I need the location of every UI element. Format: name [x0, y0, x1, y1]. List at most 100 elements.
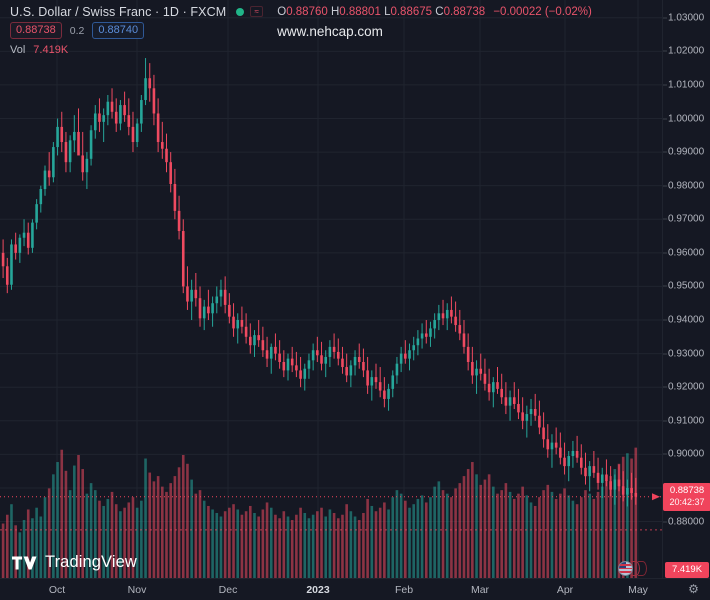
- volume-bar: [56, 462, 59, 578]
- volume-value-badge[interactable]: 7.419K: [665, 562, 709, 578]
- price-tick-label: 1.02000: [668, 45, 705, 57]
- volume-bar: [542, 490, 545, 578]
- chart-plot-area[interactable]: [0, 0, 662, 578]
- candle-body: [265, 350, 269, 359]
- volume-bar: [144, 458, 147, 578]
- candle-body: [554, 442, 558, 448]
- volume-bar: [219, 516, 223, 578]
- price-tick-dash: [663, 185, 667, 187]
- us-flag-icon[interactable]: [618, 560, 654, 577]
- candle-body: [194, 289, 198, 299]
- time-axis[interactable]: ⚙ Oct Nov Dec 2023 Feb Mar Apr May: [0, 578, 710, 600]
- candle-body: [546, 439, 550, 450]
- gear-icon[interactable]: ⚙: [688, 582, 699, 596]
- candle-body: [93, 113, 97, 131]
- price-tick-label: 0.93000: [668, 348, 705, 360]
- volume-bar: [370, 505, 374, 578]
- volume-bar: [366, 498, 369, 578]
- time-tick-label: Mar: [470, 584, 490, 596]
- candle-body: [286, 358, 290, 371]
- volume-bar: [123, 507, 126, 578]
- volume-bar: [621, 456, 625, 578]
- volume-bar: [496, 493, 499, 578]
- candle-body: [387, 388, 390, 399]
- volume-bar: [43, 497, 47, 578]
- volume-bar: [248, 505, 252, 578]
- candle-body: [240, 320, 244, 327]
- price-tick-dash: [663, 386, 667, 388]
- candle-body: [43, 170, 47, 190]
- candle-body: [219, 289, 223, 297]
- candle-body: [244, 326, 248, 337]
- candle-body: [198, 298, 202, 319]
- candle-body: [177, 210, 181, 232]
- candle-body: [496, 382, 499, 389]
- candle-body: [609, 481, 612, 490]
- price-tick-dash: [663, 50, 667, 52]
- volume-bar: [412, 504, 416, 578]
- candle-body: [165, 148, 168, 163]
- volume-bar: [186, 463, 189, 578]
- candle-body: [517, 403, 520, 413]
- candle-body: [571, 451, 575, 457]
- candle-body: [441, 313, 445, 319]
- candle-body: [257, 335, 260, 341]
- candle-body: [64, 142, 68, 163]
- volume-bar: [127, 502, 131, 578]
- volume-bar: [584, 490, 587, 578]
- price-tick-dash: [663, 151, 667, 153]
- volume-bar: [588, 493, 591, 578]
- candle-body: [332, 346, 336, 352]
- price-tick-label: 0.92000: [668, 381, 705, 393]
- volume-bar: [35, 507, 38, 578]
- tradingview-logo[interactable]: TradingView: [12, 553, 137, 572]
- volume-bar: [148, 472, 152, 578]
- tradingview-logo-text: TradingView: [45, 553, 137, 571]
- candle-body: [374, 377, 378, 383]
- volume-bar: [508, 491, 512, 578]
- volume-bar: [152, 481, 156, 578]
- current-price-badge[interactable]: 0.88738 20:42:37: [663, 482, 710, 511]
- candle-body: [328, 346, 332, 357]
- candle-body: [106, 101, 110, 116]
- candle-body: [508, 397, 512, 406]
- candle-body: [223, 289, 227, 305]
- volume-bar: [492, 486, 495, 578]
- volume-bar: [320, 507, 323, 578]
- candle-body: [429, 328, 432, 337]
- candle-body: [521, 412, 524, 421]
- candle-body: [295, 365, 298, 371]
- volume-bar: [504, 483, 508, 578]
- price-tick-dash: [663, 521, 667, 523]
- volume-bar: [579, 497, 583, 578]
- volume-bar: [98, 500, 101, 578]
- candle-body: [98, 113, 101, 122]
- time-tick-label: Feb: [394, 584, 414, 596]
- volume-bar: [626, 453, 629, 578]
- candle-body: [123, 105, 126, 116]
- volume-bar: [404, 500, 407, 578]
- volume-bar: [60, 449, 64, 578]
- volume-bar: [471, 462, 474, 578]
- price-axis[interactable]: 1.03000 1.02000 1.01000 1.00000 0.99000 0.980…: [662, 0, 710, 578]
- candle-body: [311, 350, 315, 361]
- volume-bar: [630, 458, 633, 578]
- candle-body: [462, 333, 466, 347]
- candle-body: [102, 115, 105, 122]
- volume-bar: [269, 507, 273, 578]
- candle-body: [353, 356, 357, 366]
- volume-bar: [613, 469, 617, 578]
- candle-body: [14, 244, 17, 253]
- volume-bar: [286, 516, 290, 578]
- candle-body: [232, 316, 235, 329]
- volume-bar: [424, 502, 428, 578]
- volume-bar: [353, 516, 357, 578]
- volume-bar: [181, 455, 185, 578]
- candle-body: [181, 231, 185, 287]
- candle-body: [445, 309, 449, 319]
- candle-body: [22, 232, 26, 238]
- candle-body: [588, 466, 591, 477]
- candle-body: [408, 350, 411, 359]
- candle-body: [190, 289, 193, 302]
- volume-bar: [18, 532, 22, 578]
